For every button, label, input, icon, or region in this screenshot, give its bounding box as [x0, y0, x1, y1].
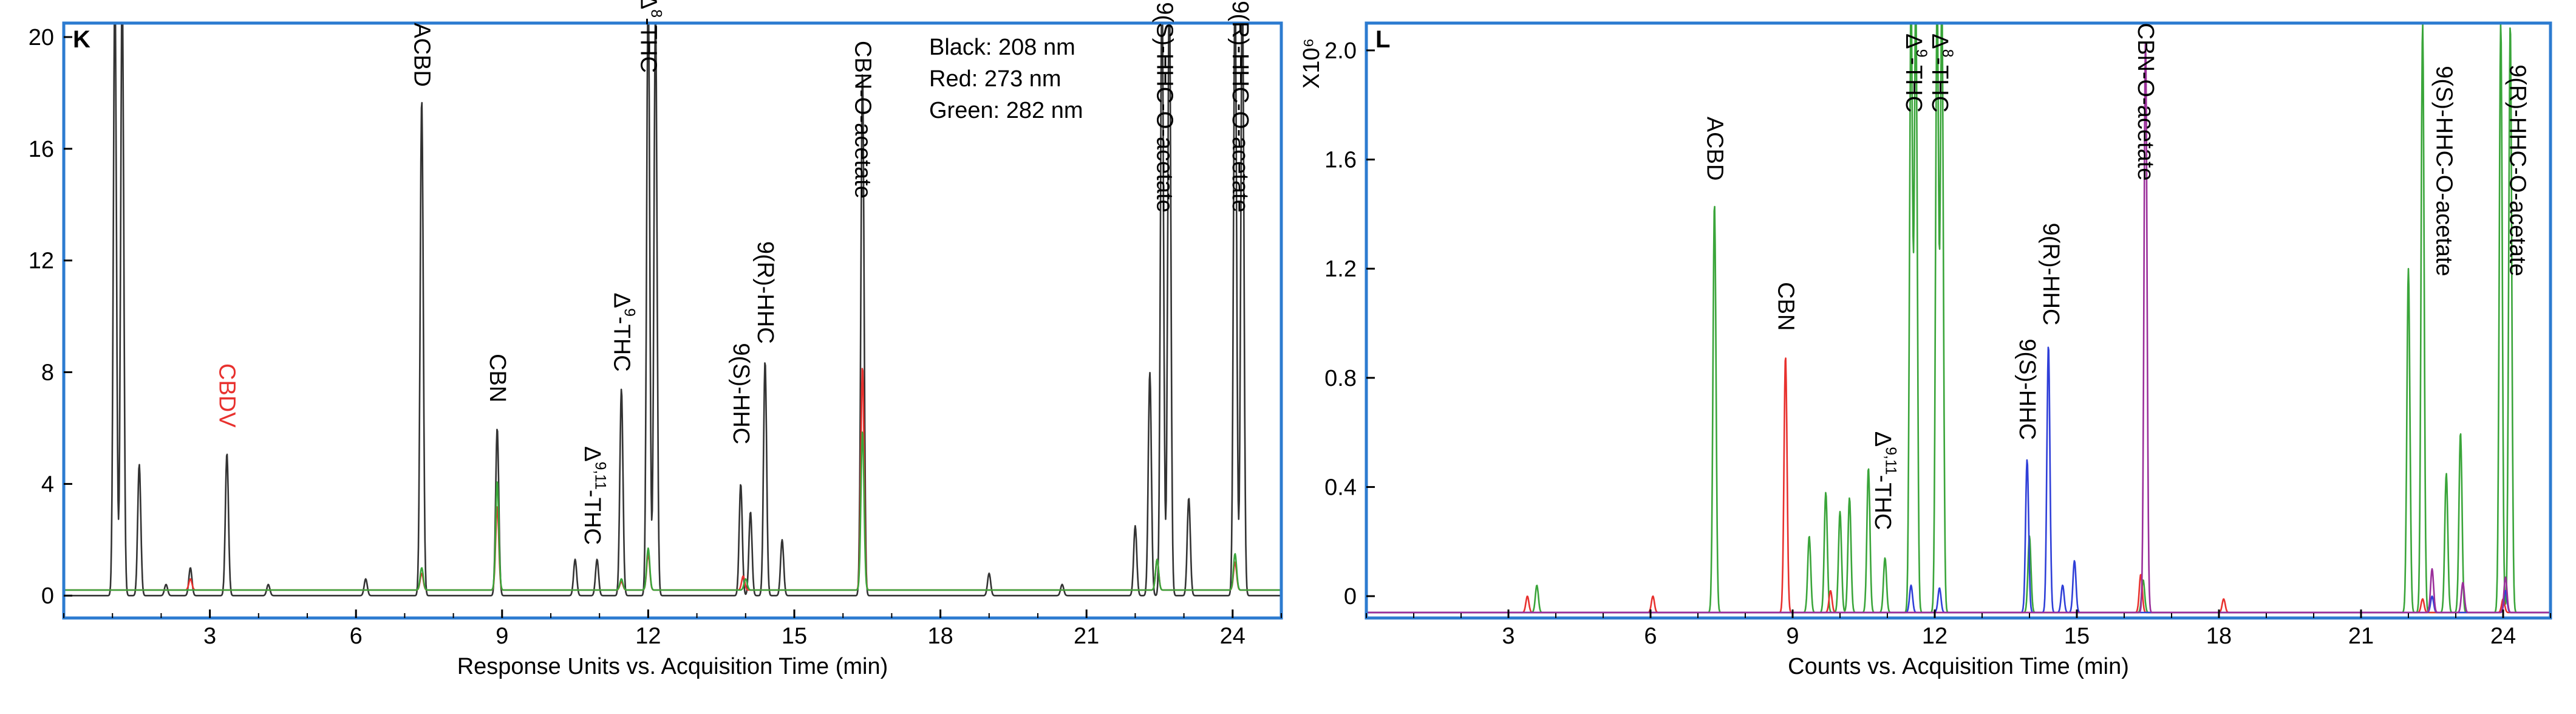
peak-label-text: CBDV	[214, 363, 240, 428]
x-tick-label: 6	[1644, 623, 1657, 649]
x-tick-label: 12	[635, 623, 661, 649]
x-tick-label: 18	[927, 623, 953, 649]
x-tick-label: 24	[1220, 623, 1245, 649]
peak-label: 9(S)-HHC	[2014, 338, 2040, 440]
legend-entry: Black: 208 nm	[929, 35, 1075, 60]
trace-1	[1366, 357, 2550, 614]
y-tick-label: 0.4	[1324, 475, 1357, 500]
y-tick-label: 8	[41, 360, 54, 386]
peak-label: 9(R)-HHC	[752, 241, 778, 344]
x-axis-label: Counts vs. Acquisition Time (min)	[1788, 654, 2129, 679]
legend-entry: Green: 282 nm	[929, 98, 1083, 123]
peak-label: Δ8-THC	[1927, 33, 1956, 112]
x-tick-label: 9	[496, 623, 508, 649]
x-tick-label: 21	[2348, 623, 2374, 649]
panel-label: L	[1375, 26, 1390, 53]
peak-label: 9(R)-HHC-O-acetate	[1227, 1, 1253, 212]
y-tick-label: 0	[41, 583, 54, 609]
peak-label-text: CBN	[485, 354, 510, 402]
x-tick-label: 3	[1502, 623, 1515, 649]
peak-label: CBN-O-acetate	[850, 41, 875, 199]
peak-label-text: 9(S)-HHC	[728, 343, 754, 444]
x-tick-label: 18	[2206, 623, 2232, 649]
y-tick-label: 2.0	[1324, 38, 1357, 64]
peak-label-text: Δ8-THC	[1927, 33, 1956, 112]
y-tick-label: 20	[29, 25, 54, 50]
peak-label: 9(S)-HHC-O-acetate	[2431, 66, 2457, 276]
peak-label-text: 9(R)-HHC	[2038, 223, 2063, 326]
peak-label: Δ9,11-THC	[1870, 431, 1899, 530]
peak-label-text: 9(R)-HHC-O-acetate	[2504, 64, 2530, 276]
traces	[64, 23, 1281, 597]
peak-label-text: CBN-O-acetate	[850, 41, 875, 199]
peak-label-text: Δ8-THC	[635, 0, 664, 73]
x-tick-label: 15	[782, 623, 807, 649]
peak-label: CBN	[485, 354, 510, 402]
peak-label-text: CBN	[1773, 282, 1798, 331]
chart-panel-k: K 3 6 9 12 15 18 21 24 20 16 12 8 4 0 Response Units vs…	[29, 0, 1283, 679]
x-tick-label: 15	[2064, 623, 2090, 649]
peak-label: 9(S)-HHC-O-acetate	[1152, 2, 1177, 212]
peak-label: 9(R)-HHC-O-acetate	[2504, 64, 2530, 276]
peak-label: ACBD	[409, 22, 435, 87]
peak-label: Δ9-THC	[608, 293, 638, 372]
x-tick-label: 21	[1074, 623, 1099, 649]
peak-label-text: 9(R)-HHC	[752, 241, 778, 344]
peak-label: Δ8-THC	[635, 0, 664, 73]
peak-label-text: Δ9-THC	[1901, 33, 1930, 112]
trace-0	[1366, 23, 2550, 614]
y-tick-label: 1.6	[1324, 148, 1357, 173]
peak-label-text: 9(S)-HHC-O-acetate	[1152, 2, 1177, 212]
legend-entry: Red: 273 nm	[929, 66, 1061, 92]
y-tick-label: 12	[29, 249, 54, 274]
peak-label: CBN-O-acetate	[2133, 23, 2158, 181]
trace-3	[1366, 43, 2550, 614]
peak-label-text: 9(R)-HHC-O-acetate	[1227, 1, 1253, 212]
traces	[1366, 23, 2550, 614]
y-axis-label: X10⁶	[1299, 38, 1324, 89]
x-tick-label: 6	[350, 623, 363, 649]
y-tick-label: 0.8	[1324, 366, 1357, 391]
peak-label: 9(R)-HHC	[2038, 223, 2063, 326]
plot-frame	[1365, 21, 2552, 620]
peak-label-text: 9(S)-HHC	[2014, 338, 2040, 440]
chart-panel-l: L 3 6 9 12 15 18 21 24 2.0 1.6 1.2 0.8 0.4 0 Counts vs.…	[1299, 21, 2552, 679]
peak-label-text: Δ9,11-THC	[1870, 431, 1899, 530]
x-tick-label: 12	[1922, 623, 1947, 649]
y-tick-label: 16	[29, 137, 54, 162]
peak-label: Δ9,11-THC	[579, 446, 608, 544]
x-axis-label: Response Units vs. Acquisition Time (min…	[457, 654, 888, 679]
x-tick-label: 3	[203, 623, 216, 649]
trace-2	[1366, 346, 2550, 614]
y-tick-label: 1.2	[1324, 256, 1357, 282]
peak-label: 9(S)-HHC	[728, 343, 754, 444]
y-tick-label: 0	[1344, 584, 1357, 609]
peak-label-text: Δ9,11-THC	[579, 446, 608, 544]
trace-2	[64, 431, 1281, 591]
peak-label: CBDV	[214, 363, 240, 428]
peak-label-text: ACBD	[409, 22, 435, 87]
peak-label: Δ9-THC	[1901, 33, 1930, 112]
trace-0	[64, 23, 1281, 597]
peak-label-text: Δ9-THC	[608, 293, 638, 372]
plot-frame	[62, 21, 1283, 620]
peak-label: ACBD	[1702, 117, 1727, 181]
trace-1	[64, 368, 1281, 591]
peak-label-text: ACBD	[1702, 117, 1727, 181]
peak-label-text: CBN-O-acetate	[2133, 23, 2158, 181]
x-tick-label: 24	[2490, 623, 2516, 649]
y-tick-label: 4	[41, 472, 54, 497]
x-tick-label: 9	[1786, 623, 1799, 649]
peak-label-text: 9(S)-HHC-O-acetate	[2431, 66, 2457, 276]
peak-label: CBN	[1773, 282, 1798, 331]
panel-label: K	[73, 26, 90, 53]
